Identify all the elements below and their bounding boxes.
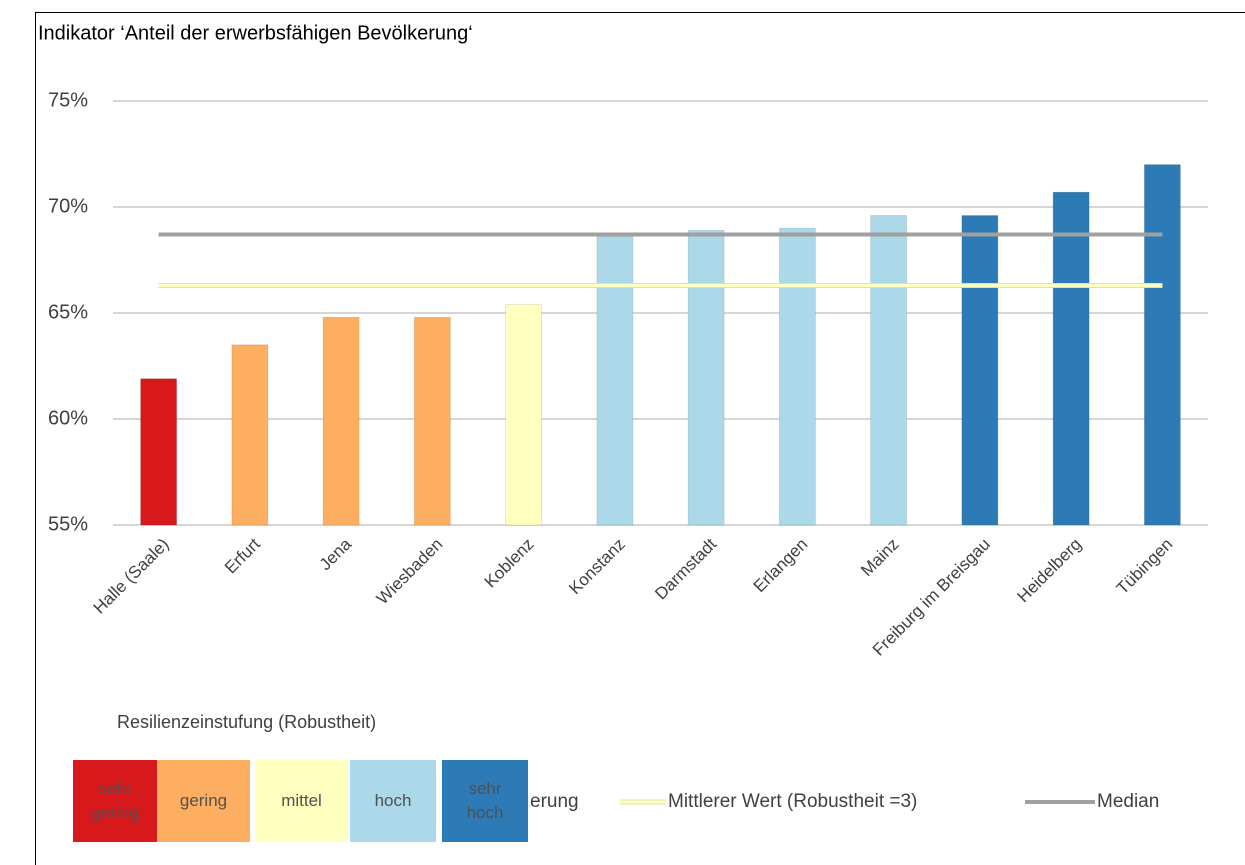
bar — [961, 215, 999, 526]
legend-label: Mittlerer Wert (Robustheit =3) — [668, 791, 917, 812]
bar — [1143, 164, 1181, 526]
y-tick-label: 65% — [48, 301, 88, 323]
y-tick-label: 60% — [48, 407, 88, 429]
class-box: mittel — [255, 760, 348, 842]
y-tick-label: 75% — [48, 89, 88, 111]
bar — [778, 227, 816, 526]
bar — [413, 316, 451, 526]
bar — [687, 229, 725, 526]
bar — [1052, 191, 1090, 526]
bar — [322, 316, 360, 526]
class-box: sehr hoch — [442, 760, 528, 842]
x-tick-label: Heidelberg — [1014, 535, 1086, 607]
x-tick-label: Tübingen — [1113, 535, 1177, 599]
bar — [231, 344, 269, 526]
x-tick-label: Mainz — [857, 535, 903, 581]
class-box: gering — [157, 760, 250, 842]
x-tick-label: Erfurt — [221, 534, 264, 577]
x-tick-label: Wiesbaden — [373, 535, 447, 609]
bar — [505, 304, 543, 526]
bar — [140, 378, 178, 526]
x-tick-label: Jena — [316, 534, 356, 574]
x-tick-label: Darmstadt — [651, 534, 720, 603]
x-tick-label: Konstanz — [565, 535, 629, 599]
y-tick-label: 70% — [48, 195, 88, 217]
x-tick-label: Erlangen — [750, 535, 812, 597]
bar — [596, 236, 634, 526]
legend-title: Resilienzeinstufung (Robustheit) — [117, 712, 376, 732]
legend-label: Median — [1097, 791, 1159, 812]
legend-label: erung — [530, 791, 579, 812]
x-tick-label: Koblenz — [481, 535, 538, 592]
chart-title: Indikator ‘Anteil der erwerbsfähigen Bev… — [38, 22, 473, 44]
bar — [870, 215, 908, 526]
x-tick-label: Halle (Saale) — [90, 535, 173, 618]
class-box: sehr gering — [73, 760, 157, 842]
class-box: hoch — [350, 760, 436, 842]
y-tick-label: 55% — [48, 513, 88, 535]
frame — [35, 12, 1245, 865]
